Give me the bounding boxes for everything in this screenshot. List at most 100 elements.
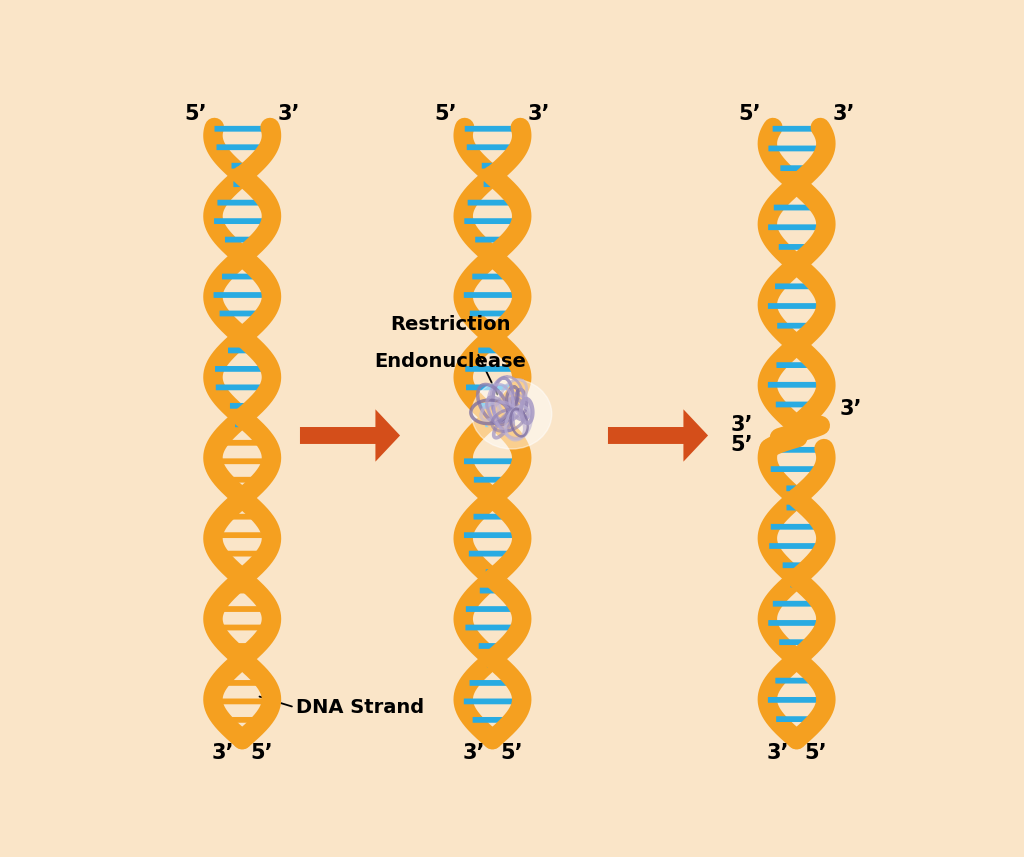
FancyBboxPatch shape — [464, 219, 520, 224]
FancyBboxPatch shape — [214, 458, 270, 464]
FancyBboxPatch shape — [470, 310, 515, 316]
FancyBboxPatch shape — [222, 273, 262, 279]
FancyBboxPatch shape — [793, 185, 801, 191]
Ellipse shape — [472, 379, 552, 449]
FancyBboxPatch shape — [228, 348, 256, 353]
FancyBboxPatch shape — [768, 303, 825, 309]
Text: 5’: 5’ — [184, 104, 207, 123]
FancyBboxPatch shape — [768, 620, 825, 626]
FancyBboxPatch shape — [768, 697, 825, 703]
FancyBboxPatch shape — [218, 551, 266, 556]
FancyBboxPatch shape — [237, 662, 248, 668]
FancyBboxPatch shape — [214, 292, 271, 298]
FancyBboxPatch shape — [216, 606, 269, 612]
FancyBboxPatch shape — [776, 363, 817, 368]
Text: 5’: 5’ — [804, 744, 827, 764]
FancyBboxPatch shape — [233, 182, 251, 187]
Text: 3’: 3’ — [212, 744, 234, 764]
FancyBboxPatch shape — [480, 588, 505, 593]
FancyBboxPatch shape — [474, 476, 511, 482]
FancyBboxPatch shape — [234, 422, 250, 427]
FancyBboxPatch shape — [771, 466, 822, 472]
FancyBboxPatch shape — [776, 716, 817, 722]
FancyBboxPatch shape — [478, 643, 506, 649]
FancyBboxPatch shape — [768, 225, 825, 231]
FancyBboxPatch shape — [214, 698, 270, 704]
Text: Restriction: Restriction — [390, 315, 510, 334]
FancyBboxPatch shape — [230, 403, 254, 409]
Text: 5’: 5’ — [738, 104, 761, 123]
Text: 3’: 3’ — [278, 104, 300, 123]
FancyBboxPatch shape — [775, 678, 818, 684]
FancyBboxPatch shape — [465, 366, 519, 372]
FancyBboxPatch shape — [467, 144, 518, 150]
FancyBboxPatch shape — [219, 310, 265, 316]
Text: 3’: 3’ — [766, 744, 788, 764]
FancyBboxPatch shape — [223, 514, 261, 519]
Text: 5’: 5’ — [731, 434, 754, 455]
FancyBboxPatch shape — [485, 569, 499, 575]
FancyBboxPatch shape — [216, 385, 268, 390]
FancyBboxPatch shape — [466, 606, 519, 612]
Polygon shape — [300, 410, 400, 462]
FancyBboxPatch shape — [786, 505, 807, 511]
Text: 3’: 3’ — [840, 399, 862, 418]
FancyBboxPatch shape — [218, 440, 266, 446]
FancyBboxPatch shape — [223, 476, 261, 482]
FancyBboxPatch shape — [769, 543, 824, 548]
Text: Endonuclease: Endonuclease — [374, 352, 526, 371]
FancyBboxPatch shape — [214, 532, 270, 538]
FancyBboxPatch shape — [481, 163, 503, 169]
FancyBboxPatch shape — [238, 329, 247, 335]
FancyBboxPatch shape — [236, 569, 249, 575]
FancyBboxPatch shape — [795, 264, 799, 269]
FancyBboxPatch shape — [225, 237, 259, 243]
FancyBboxPatch shape — [214, 126, 270, 132]
FancyBboxPatch shape — [473, 717, 512, 722]
FancyBboxPatch shape — [487, 329, 498, 335]
FancyBboxPatch shape — [771, 524, 822, 530]
FancyBboxPatch shape — [779, 639, 814, 645]
FancyBboxPatch shape — [773, 126, 820, 132]
FancyBboxPatch shape — [478, 348, 507, 353]
FancyBboxPatch shape — [480, 403, 505, 409]
FancyBboxPatch shape — [786, 485, 807, 491]
FancyBboxPatch shape — [769, 447, 824, 452]
FancyBboxPatch shape — [780, 165, 813, 171]
FancyBboxPatch shape — [466, 625, 519, 631]
FancyBboxPatch shape — [464, 532, 521, 538]
FancyBboxPatch shape — [791, 582, 803, 587]
Text: DNA Strand: DNA Strand — [296, 698, 424, 716]
FancyBboxPatch shape — [470, 680, 515, 686]
FancyBboxPatch shape — [774, 205, 819, 211]
FancyBboxPatch shape — [465, 126, 520, 132]
FancyBboxPatch shape — [231, 163, 253, 169]
FancyBboxPatch shape — [217, 200, 267, 206]
FancyBboxPatch shape — [464, 292, 521, 298]
FancyBboxPatch shape — [215, 625, 269, 631]
Text: 3’: 3’ — [833, 104, 855, 123]
FancyBboxPatch shape — [795, 658, 799, 664]
FancyBboxPatch shape — [214, 219, 270, 224]
Text: 5’: 5’ — [500, 744, 523, 764]
FancyBboxPatch shape — [483, 182, 502, 187]
FancyBboxPatch shape — [464, 458, 521, 464]
FancyBboxPatch shape — [775, 284, 818, 289]
FancyBboxPatch shape — [776, 402, 817, 407]
FancyBboxPatch shape — [773, 601, 820, 607]
FancyBboxPatch shape — [464, 698, 521, 704]
FancyBboxPatch shape — [228, 643, 256, 649]
FancyBboxPatch shape — [777, 323, 816, 328]
FancyBboxPatch shape — [219, 680, 265, 686]
Text: 3’: 3’ — [462, 744, 484, 764]
Text: 3’: 3’ — [528, 104, 551, 123]
Polygon shape — [608, 410, 708, 462]
FancyBboxPatch shape — [229, 588, 255, 593]
FancyBboxPatch shape — [778, 244, 814, 250]
FancyBboxPatch shape — [486, 662, 498, 668]
FancyBboxPatch shape — [472, 273, 513, 279]
Text: 3’: 3’ — [731, 416, 754, 435]
FancyBboxPatch shape — [485, 422, 500, 427]
FancyBboxPatch shape — [475, 237, 510, 243]
FancyBboxPatch shape — [469, 551, 516, 556]
